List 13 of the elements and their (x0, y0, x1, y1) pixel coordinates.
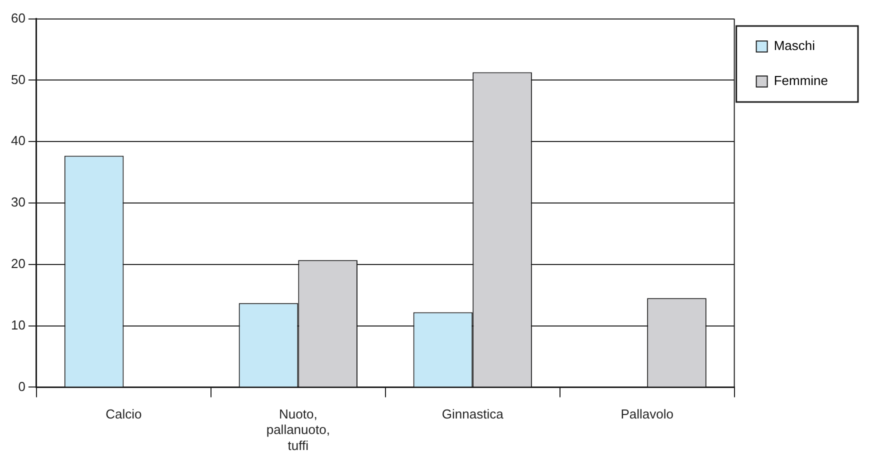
x-tick-label: Calcio (106, 406, 142, 422)
x-tick-label: Ginnastica (442, 406, 504, 422)
y-tick-label: 30 (10, 194, 26, 210)
legend-label: Femmine (774, 73, 828, 88)
legend-label: Maschi (774, 38, 816, 54)
y-tick-label: 40 (10, 133, 26, 148)
y-tick-label: 60 (10, 10, 26, 26)
y-tick-label: 0 (18, 378, 26, 394)
x-tick-label: Nuoto, pallanuoto, tuffi (266, 406, 330, 453)
y-tick-label: 50 (10, 72, 26, 87)
y-tick-label: 10 (10, 317, 26, 332)
y-tick-label: 20 (10, 256, 26, 271)
x-tick-label: Pallavolo (620, 406, 674, 422)
